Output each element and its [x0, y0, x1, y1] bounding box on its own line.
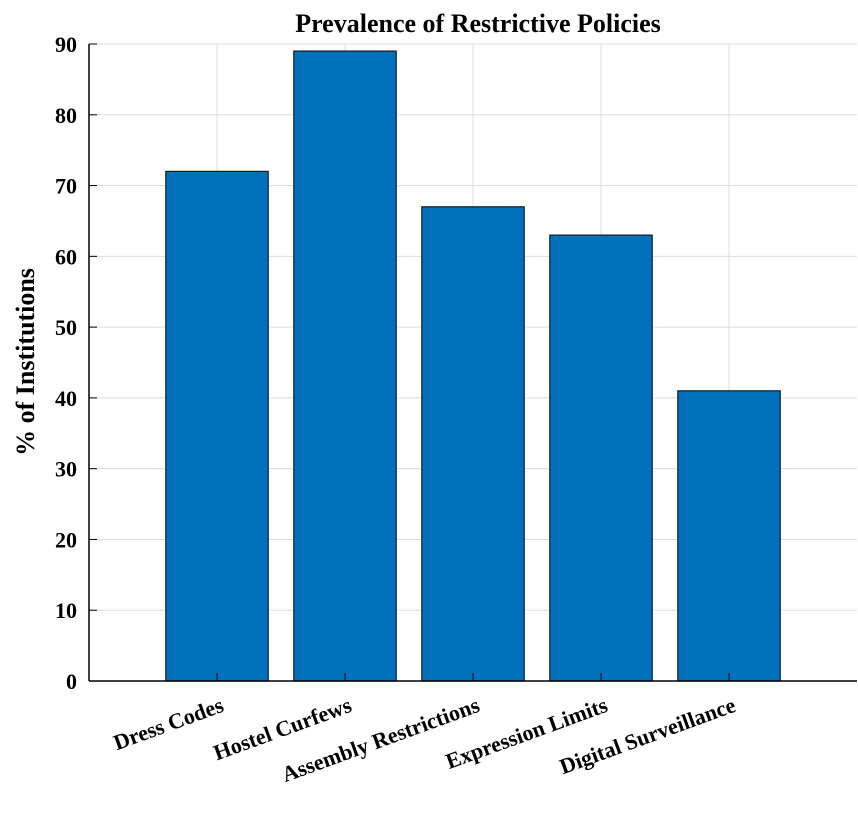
y-tick-label: 30 — [55, 457, 77, 482]
x-tick-label: Dress Codes — [110, 692, 227, 755]
y-tick-label: 10 — [55, 598, 77, 623]
axis-layer — [88, 43, 857, 682]
y-tick-label: 80 — [55, 103, 77, 128]
y-tick-label: 0 — [66, 669, 77, 694]
bar-layer — [165, 50, 781, 682]
bar — [677, 390, 781, 682]
y-tick-label: 50 — [55, 315, 77, 340]
bar — [165, 170, 269, 682]
y-tick-label: 90 — [55, 32, 77, 57]
y-tick-label: 40 — [55, 386, 77, 411]
bar — [421, 206, 525, 682]
y-axis-label: % of Institutions — [11, 268, 40, 456]
y-tick-labels: 0 10 20 30 40 50 60 70 80 90 — [55, 32, 77, 694]
y-tick-label: 70 — [55, 174, 77, 199]
y-tick-label: 20 — [55, 527, 77, 552]
bar — [293, 50, 397, 682]
chart-title: Prevalence of Restrictive Policies — [295, 9, 661, 38]
bar — [549, 234, 653, 682]
y-tick-label: 60 — [55, 244, 77, 269]
